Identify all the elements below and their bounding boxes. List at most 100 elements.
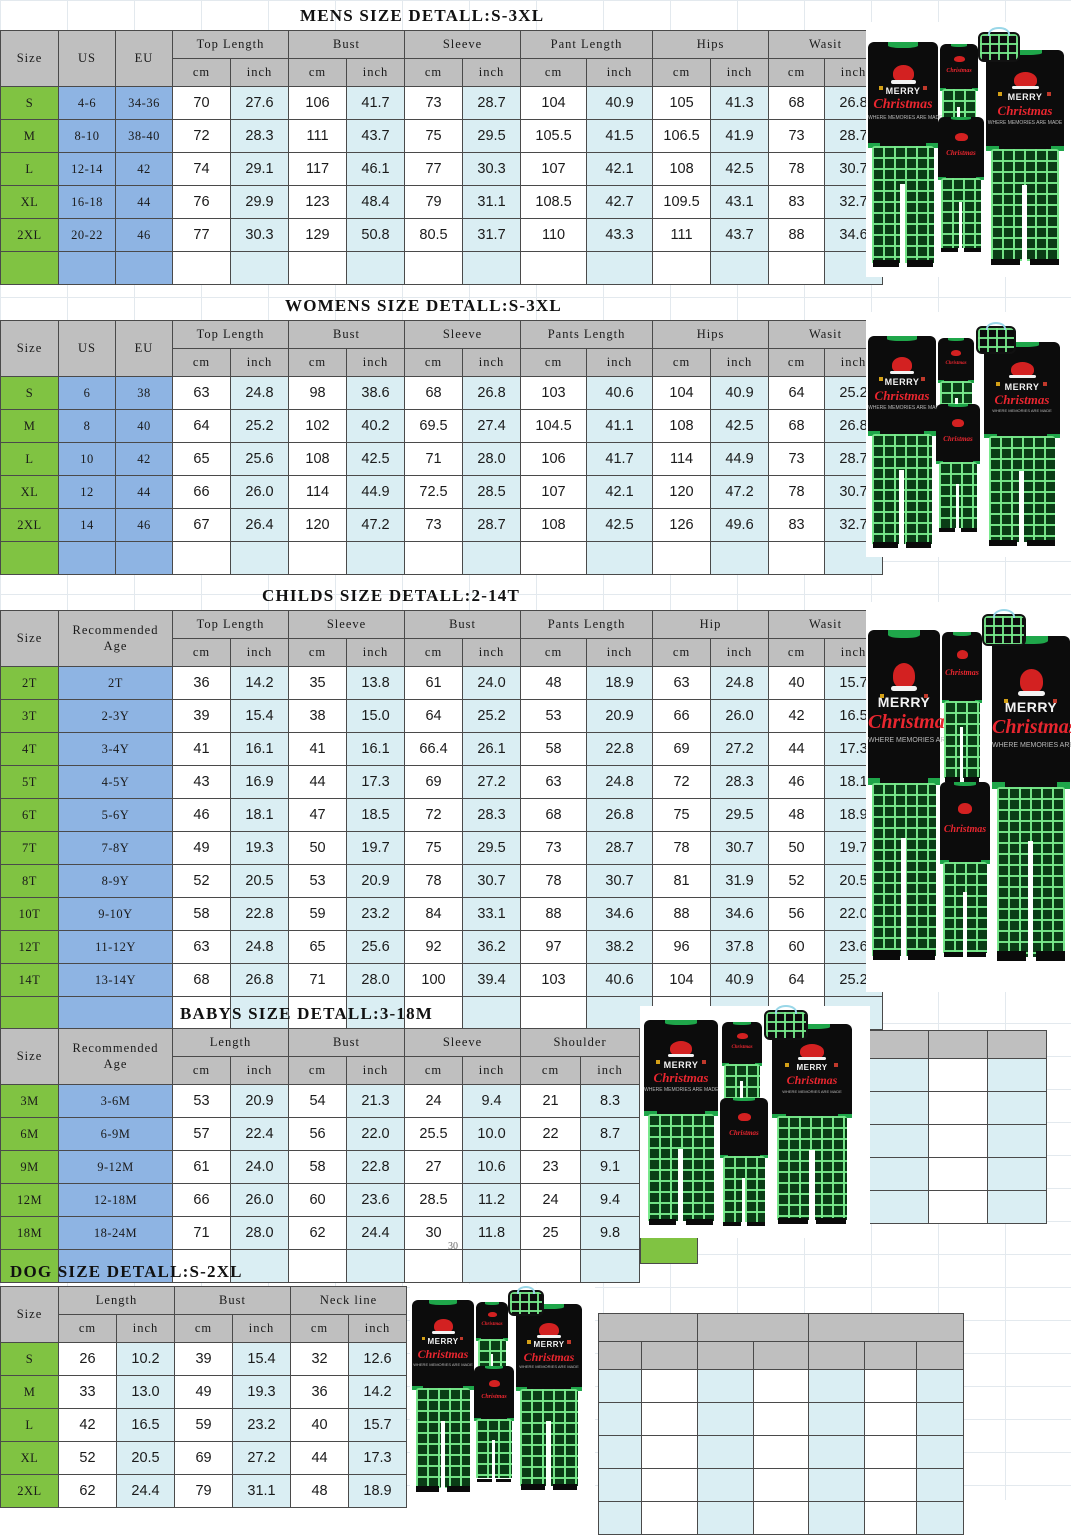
table-row: 8T 8-9Y 52 20.5 53 20.9 78 30.7 78 30.7 81 31.9 52 20… bbox=[0, 864, 884, 898]
pant-hem bbox=[967, 952, 986, 957]
womens-unit-inch: inch bbox=[586, 348, 654, 377]
womens-cell: 41.7 bbox=[586, 442, 654, 476]
babys-unit-inch: inch bbox=[580, 1056, 641, 1085]
childs-cell: 49 bbox=[172, 831, 231, 865]
womens-cell: 83 bbox=[768, 508, 826, 542]
dog-extra-empty-cells bbox=[598, 1313, 964, 1535]
extra-cell bbox=[864, 1369, 917, 1403]
womens-unit-cm: cm bbox=[404, 348, 464, 377]
sleeve-cuff bbox=[705, 1111, 718, 1116]
childs-cell: 26.0 bbox=[710, 699, 770, 733]
table-row: XL 12 44 66 26.0 114 44.9 72.5 28.5 107 42.1 120 47.… bbox=[0, 475, 884, 509]
dog-cell: 33 bbox=[58, 1375, 117, 1409]
collar bbox=[950, 117, 972, 120]
babys-cell: 24 bbox=[520, 1183, 582, 1217]
mens-row-eu: 46 bbox=[115, 218, 173, 252]
extra-cell bbox=[808, 1313, 964, 1342]
pant-hem bbox=[816, 1218, 846, 1224]
leg-gap bbox=[441, 1421, 445, 1492]
gift-box-icon bbox=[785, 1063, 789, 1067]
childs-row-age: 2T bbox=[58, 666, 173, 700]
womens-cell: 66 bbox=[172, 475, 231, 509]
childs-unit-inch: inch bbox=[346, 638, 406, 667]
table-row: XL 16-18 44 76 29.9 123 48.4 79 31.1 108.5 42.7 109… bbox=[0, 185, 884, 219]
extra-cell bbox=[808, 1341, 865, 1370]
childs-cell: 58 bbox=[172, 897, 231, 931]
babys-group-shoulder: Shoulder bbox=[520, 1028, 641, 1057]
childs-cell: 69 bbox=[652, 732, 712, 766]
christmas-text: Christmas bbox=[523, 1350, 575, 1364]
mens-unit-cm: cm bbox=[652, 58, 712, 87]
childs-row-size: 6T bbox=[0, 798, 59, 832]
spacer-cell bbox=[172, 1249, 231, 1283]
childs-cell: 26.8 bbox=[229, 963, 290, 997]
childs-group-wasit: Wasit bbox=[768, 610, 884, 639]
childs-unit-inch: inch bbox=[462, 638, 522, 667]
santa-hat-icon bbox=[952, 419, 964, 427]
table-row: 6M 6-9M 57 22.4 56 22.0 25.5 10.0 22 8.7 bbox=[0, 1117, 641, 1151]
childs-table-body: 2T 2T 36 14.2 35 13.8 61 24.0 48 18.9 63 24.8 40 15.7… bbox=[0, 666, 884, 1030]
babys-cell: 56 bbox=[288, 1117, 348, 1151]
dog-cell: 13.0 bbox=[115, 1375, 176, 1409]
childs-col-recommended-age: Recommended Age bbox=[58, 610, 173, 667]
pant-hem bbox=[989, 540, 1017, 546]
childs-row-size: 3T bbox=[0, 699, 59, 733]
section-babys: BABYS SIZE DETALL:3-18M Size Recommended… bbox=[0, 1004, 641, 1283]
section-dog: DOG SIZE DETALL:S-2XL Size Length Bust N… bbox=[0, 1262, 408, 1508]
childs-unit-cm: cm bbox=[520, 638, 588, 667]
childs-cell: 88 bbox=[652, 897, 712, 931]
childs-cell: 72 bbox=[404, 798, 464, 832]
childs-row-size: 2T bbox=[0, 666, 59, 700]
spacer-cell bbox=[710, 541, 770, 575]
childs-unit-cm: cm bbox=[404, 638, 464, 667]
spacer-cell bbox=[586, 251, 654, 285]
extra-cell bbox=[916, 1501, 964, 1535]
mens-row-eu: 34-36 bbox=[115, 86, 173, 120]
womens-cell: 24.8 bbox=[229, 376, 290, 410]
babys-row-size: 18M bbox=[0, 1216, 59, 1250]
table-row: XL 52 20.5 69 27.2 44 17.3 bbox=[0, 1441, 408, 1475]
mens-cell: 42.1 bbox=[586, 152, 654, 186]
table-row: 9M 9-12M 61 24.0 58 22.8 27 10.6 23 9.1 bbox=[0, 1150, 641, 1184]
sleeve-cuff bbox=[868, 778, 880, 785]
mens-cell: 48.4 bbox=[346, 185, 406, 219]
mens-cell: 110 bbox=[520, 218, 588, 252]
table-row: S 26 10.2 39 15.4 32 12.6 bbox=[0, 1342, 408, 1376]
mens-cell: 41.3 bbox=[710, 86, 770, 120]
christmas-text: Christmas bbox=[994, 392, 1050, 407]
santa-hat-brim bbox=[1018, 691, 1045, 696]
spacer-cell bbox=[346, 996, 406, 1030]
pant-hem bbox=[908, 950, 935, 960]
gift-box-icon bbox=[996, 382, 1000, 386]
womens-cell: 42.5 bbox=[586, 508, 654, 542]
womens-row-eu: 44 bbox=[115, 475, 173, 509]
mens-unit-inch: inch bbox=[710, 58, 770, 87]
womens-row-eu: 46 bbox=[115, 508, 173, 542]
table-row: 18M 18-24M 71 28.0 62 24.4 30 11.8 25 9.8 bbox=[0, 1216, 641, 1250]
womens-cell: 69.5 bbox=[404, 409, 464, 443]
womens-cell: 63 bbox=[172, 376, 231, 410]
spacer-cell bbox=[520, 1249, 582, 1283]
collar bbox=[534, 1304, 564, 1309]
childs-table-title: CHILDS SIZE DETALL:2-14T bbox=[262, 586, 521, 605]
mens-row-size: S bbox=[0, 86, 59, 120]
babys-row-size: 3M bbox=[0, 1084, 59, 1118]
childs-unit-inch: inch bbox=[229, 638, 290, 667]
table-row: 2XL 14 46 67 26.4 120 47.2 73 28.7 108 42.5 126 49.6… bbox=[0, 508, 884, 542]
sleeve-cuff bbox=[1051, 146, 1064, 151]
spacer-cell bbox=[0, 1249, 59, 1283]
womens-cell: 65 bbox=[172, 442, 231, 476]
extra-cell bbox=[641, 1341, 698, 1370]
christmas-text: Christmas bbox=[943, 824, 987, 835]
extra-cell bbox=[641, 1369, 698, 1403]
childs-cell: 30.7 bbox=[462, 864, 522, 898]
product-photo-dog: MERRY Christmas WHERE MEMORIES ARE MADE Chr… bbox=[410, 1284, 595, 1500]
extra-cell bbox=[869, 1058, 929, 1092]
dog-table-body: S 26 10.2 39 15.4 32 12.6 M 33 13.0 49 19.3 36 14.2 L 4… bbox=[0, 1342, 408, 1508]
extra-cell bbox=[808, 1501, 865, 1535]
gift-box-icon bbox=[998, 92, 1002, 96]
babys-cell: 21.3 bbox=[346, 1084, 406, 1118]
leg-gap bbox=[492, 1440, 495, 1482]
pajama-top bbox=[936, 404, 980, 464]
